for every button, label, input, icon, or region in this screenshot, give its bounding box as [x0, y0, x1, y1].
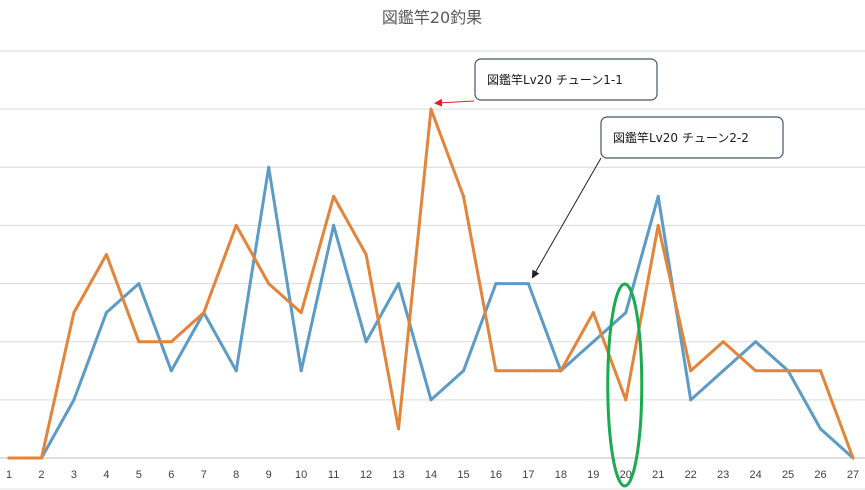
series-2-point	[234, 223, 238, 227]
x-tick-label: 8	[233, 469, 239, 481]
series-1-point	[364, 340, 368, 344]
series-1-point	[137, 282, 141, 286]
x-tick-label: 9	[266, 469, 272, 481]
series-2-point	[104, 253, 108, 256]
annotation-box	[600, 116, 784, 159]
x-tick-label: 19	[587, 469, 599, 481]
annotation-arrow	[531, 157, 602, 279]
series-1-point	[299, 369, 303, 373]
series-1-point	[429, 398, 433, 402]
series-2-point	[429, 107, 433, 111]
x-tick-label: 22	[685, 469, 697, 481]
series-2-point	[299, 311, 303, 315]
series-2-point	[461, 194, 465, 198]
x-tick-label: 18	[555, 469, 567, 481]
series-1-point	[461, 369, 465, 373]
series-2-point	[721, 340, 725, 344]
x-tick-label: 20	[620, 469, 632, 481]
x-tick-label: 10	[295, 469, 307, 481]
series-1-point	[332, 223, 336, 227]
series-2-point	[397, 427, 401, 431]
chart-title: 図鑑竿20釣果	[382, 8, 482, 27]
x-tick-label: 25	[782, 469, 794, 481]
series-2-point	[169, 340, 173, 344]
series-1-point	[754, 340, 758, 344]
series-1-line	[7, 165, 855, 460]
series-1-point	[234, 369, 238, 373]
annotations: 図鑑竿Lv20 チューン1-1 図鑑竿Lv20 チューン2-2	[434, 58, 784, 279]
series-2-point	[494, 369, 498, 373]
x-axis-ticks: 1 2 3 4 5 6 7 8 9 10 11 12 13 14 15 16 17 18 19 20 21 22 23 24 2…	[6, 469, 859, 481]
x-tick-label: 15	[457, 469, 469, 481]
annotation-label: 図鑑竿Lv20 チューン1-1	[487, 72, 623, 87]
x-tick-label: 3	[71, 469, 77, 481]
series-1-point	[624, 311, 628, 315]
annotation-label: 図鑑竿Lv20 チューン2-2	[613, 130, 749, 145]
series-1-point	[526, 282, 530, 286]
x-tick-label: 7	[201, 469, 207, 481]
series-1-point	[169, 369, 173, 373]
series-2-point	[786, 369, 790, 373]
x-tick-label: 12	[360, 469, 372, 481]
x-tick-label: 1	[6, 469, 12, 481]
x-tick-label: 13	[392, 469, 404, 481]
x-tick-label: 5	[136, 469, 142, 481]
series-2-point	[137, 340, 141, 344]
x-tick-label: 23	[717, 469, 729, 481]
series-1-point	[104, 311, 108, 315]
series-1-point	[267, 165, 271, 169]
series-1-point	[397, 282, 401, 286]
x-tick-label: 16	[490, 469, 502, 481]
series-2-point	[559, 369, 563, 373]
highlight-ellipse	[606, 282, 644, 488]
series-2-point	[7, 456, 11, 460]
series-2-point	[851, 456, 855, 460]
x-tick-label: 6	[168, 469, 174, 481]
series-1-point	[72, 398, 76, 402]
x-tick-label: 21	[652, 469, 664, 481]
series-lines	[7, 107, 855, 460]
series-1-point	[656, 194, 660, 198]
series-2-point	[819, 369, 823, 373]
series-2-point	[267, 282, 271, 286]
series-2-point	[624, 398, 628, 402]
series-2-point	[656, 223, 660, 227]
series-2-point	[39, 456, 43, 460]
annotation-arrow	[434, 98, 475, 107]
x-tick-label: 26	[814, 469, 826, 481]
series-2-point	[202, 311, 206, 315]
x-tick-label: 17	[522, 469, 534, 481]
series-2-point	[526, 369, 530, 373]
series-2-point	[754, 369, 758, 373]
series-2-point	[364, 253, 368, 256]
x-tick-label: 24	[749, 469, 761, 481]
x-tick-label: 4	[103, 469, 109, 481]
series-2-point	[72, 311, 76, 315]
series-2-point	[591, 311, 595, 315]
series-1-point	[721, 369, 725, 373]
series-2-point	[332, 194, 336, 198]
series-1-point	[819, 427, 823, 431]
series-1-point	[689, 398, 693, 402]
series-1-point	[494, 282, 498, 286]
x-tick-label: 11	[328, 469, 339, 481]
annotation-box	[474, 58, 658, 101]
series-1-point	[591, 340, 595, 344]
x-tick-label: 2	[38, 469, 44, 481]
highlight-ellipse	[606, 282, 644, 488]
x-tick-label: 14	[425, 469, 437, 481]
x-tick-label: 27	[847, 469, 859, 481]
series-2-point	[689, 369, 693, 373]
